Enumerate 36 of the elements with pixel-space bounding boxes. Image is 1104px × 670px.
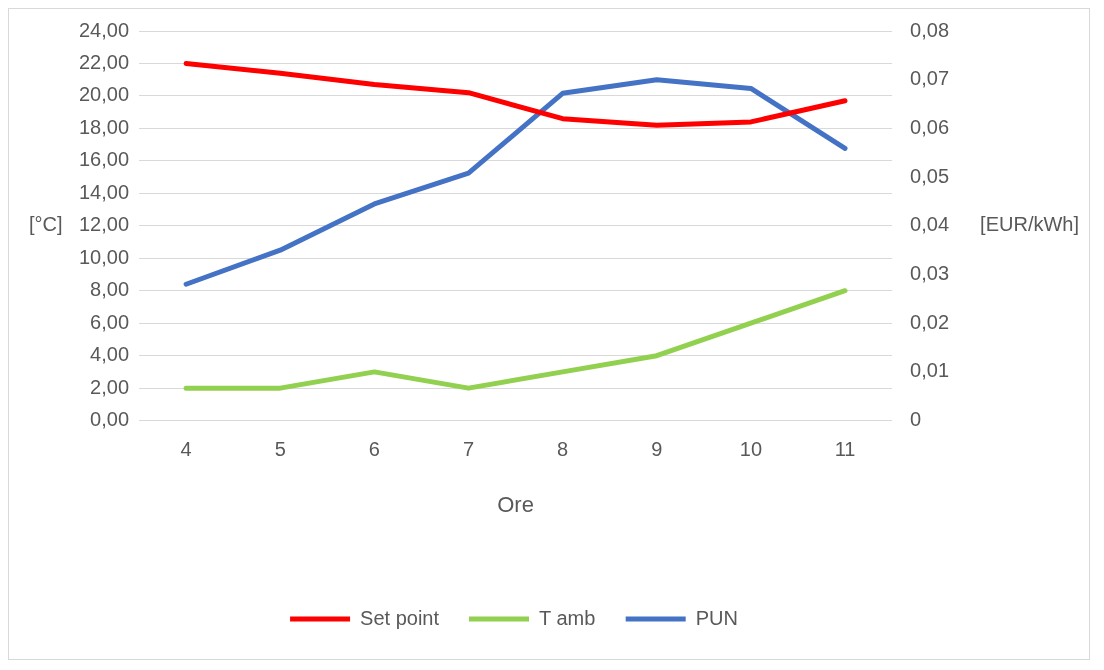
y-tick-label: 2,00 [90,375,130,398]
y-tick-label: 14,00 [78,180,130,203]
y-axis-title: [°C] [29,213,63,236]
y-tick-label: 4,00 [90,343,130,366]
y2-tick-label: 0,05 [910,164,950,187]
y-tick-label: 22,00 [78,50,130,73]
x-tick-label: 11 [834,438,856,461]
y2-tick-label: 0,02 [910,310,950,333]
y2-tick-label: 0,03 [910,262,950,285]
x-tick-label: 5 [274,438,286,461]
y2-tick-label: 0,07 [910,67,950,90]
y2-tick-label: 0,01 [910,359,950,382]
legend-label: Set point [360,606,440,629]
y2-tick-label: 0,06 [910,115,950,138]
y2-tick-label: 0,08 [910,18,950,41]
y-tick-label: 8,00 [90,278,130,301]
y-tick-label: 20,00 [78,83,130,106]
x-tick-label: 9 [651,438,663,461]
x-tick-label: 4 [180,438,192,461]
x-axis-title: Ore [497,491,534,517]
x-tick-label: 7 [462,438,475,461]
x-tick-label: 8 [557,438,569,461]
y2-tick-label: 0 [910,408,922,431]
legend-label: PUN [695,606,738,629]
y-tick-label: 0,00 [90,408,130,431]
x-tick-label: 6 [368,438,380,461]
y-tick-label: 12,00 [78,213,130,236]
x-tick-label: 10 [739,438,763,461]
legend-label: T amb [539,606,596,629]
y-tick-label: 10,00 [78,245,130,268]
y-tick-label: 24,00 [78,18,130,41]
y-tick-label: 16,00 [78,148,130,171]
y-tick-label: 18,00 [78,115,130,138]
y2-axis-title: [EUR/kWh] [980,213,1079,236]
y-tick-label: 6,00 [90,310,130,333]
y2-tick-label: 0,04 [910,213,950,236]
